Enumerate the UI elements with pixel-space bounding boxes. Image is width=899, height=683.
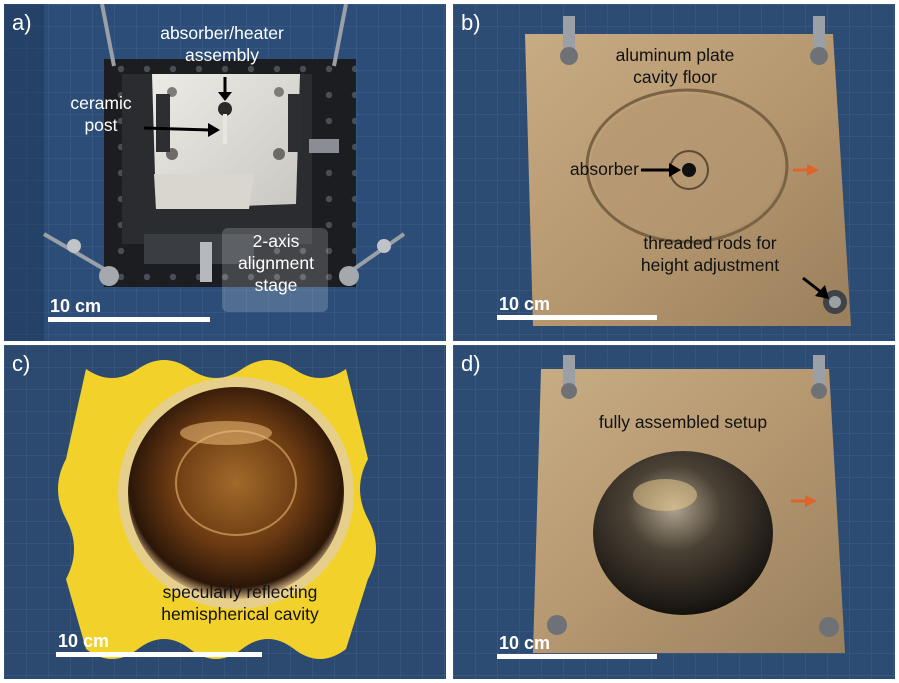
- panel-label-a: a): [12, 10, 32, 35]
- panel-c-photo: [4, 345, 446, 679]
- panel-a: a) absorber/heater assembly ceramic post…: [4, 4, 446, 341]
- panel-label-c: c): [12, 351, 31, 376]
- scale-bar-c: 10 cm: [56, 629, 262, 657]
- caption-absorber-heater: absorber/heater assembly: [160, 23, 284, 65]
- caption-hemispherical-cavity: specularly reflecting hemispherical cavi…: [161, 582, 319, 624]
- scale-line-d: [497, 654, 657, 659]
- panel-b-photo: [453, 4, 895, 341]
- caption-aluminum-plate: aluminum plate cavity floor: [615, 45, 735, 87]
- caption-threaded-rods: threaded rods for height adjustment: [640, 233, 780, 275]
- scale-line-c: [56, 652, 262, 657]
- panel-c: c) specularly reflecting hemispherical c…: [4, 345, 446, 679]
- scale-bar-a: 10 cm: [48, 294, 210, 322]
- scale-line-b: [497, 315, 657, 320]
- panel-label-b: b): [461, 10, 481, 35]
- scale-label-b: 10 cm: [499, 294, 551, 314]
- panel-b: b) aluminum plate cavity floor absorber …: [453, 4, 895, 341]
- caption-absorber: absorber: [569, 159, 639, 179]
- panel-a-photo: [4, 4, 446, 341]
- scale-label-d: 10 cm: [499, 633, 551, 653]
- panel-label-d: d): [461, 351, 481, 376]
- caption-alignment-stage: 2-axis alignment stage: [238, 231, 314, 295]
- caption-fully-assembled: fully assembled setup: [598, 412, 768, 432]
- panel-d: d) fully assembled setup 10 cm: [453, 345, 895, 679]
- scale-line-a: [48, 317, 210, 322]
- scale-label-a: 10 cm: [50, 296, 102, 316]
- scale-bar-b: 10 cm: [497, 292, 657, 320]
- scale-label-c: 10 cm: [58, 631, 110, 651]
- caption-ceramic-post: ceramic post: [70, 93, 132, 135]
- panel-d-photo: [453, 345, 895, 679]
- scale-bar-d: 10 cm: [497, 631, 657, 659]
